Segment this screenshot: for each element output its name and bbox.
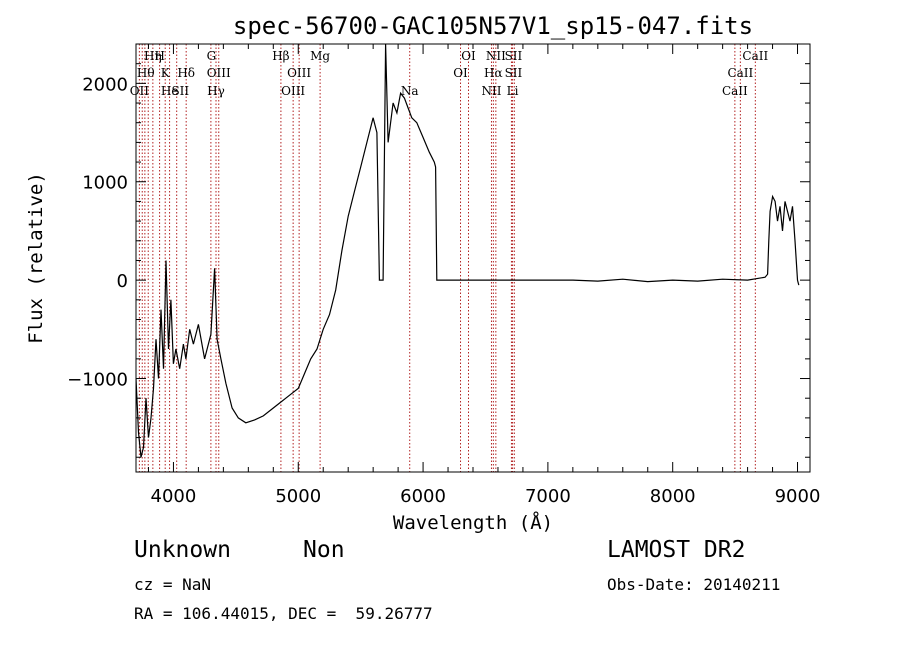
line-label: OIII (281, 84, 305, 98)
line-label: SII (171, 84, 189, 98)
line-label: NII (486, 49, 506, 63)
line-label: OI (453, 66, 468, 80)
line-label: SII (505, 49, 523, 63)
line-label: Na (401, 84, 419, 98)
line-label: Hα (484, 66, 503, 80)
line-label: Hβ (272, 49, 289, 63)
line-label: H (154, 49, 164, 63)
line-label: NII (481, 84, 501, 98)
redshift-readout: cz = NaN (134, 575, 212, 594)
coordinates: RA = 106.44015, DEC = 59.26777 (134, 604, 433, 623)
object-subclass: Non (303, 537, 345, 563)
y-tick-label: 2000 (82, 74, 128, 95)
line-label: CaII (727, 66, 753, 80)
line-label: Li (507, 84, 519, 98)
object-class: Unknown (134, 537, 231, 563)
y-tick-label: 1000 (82, 173, 128, 194)
line-label: OIII (207, 66, 231, 80)
plot-frame (135, 43, 811, 473)
line-label: Mg (310, 49, 330, 63)
x-tick-label: 9000 (775, 486, 821, 507)
y-tick-label: 0 (117, 271, 128, 292)
x-tick-label: 5000 (275, 486, 321, 507)
obs-date: Obs-Date: 20140211 (607, 575, 781, 594)
line-label: G (207, 49, 217, 63)
line-label: OIII (287, 66, 311, 80)
spectrum-series-line (136, 44, 800, 458)
chart-title: spec-56700-GAC105N57V1_sp15-047.fits (233, 12, 753, 40)
y-axis-label: Flux (relative) (25, 172, 47, 344)
x-tick-label: 8000 (650, 486, 696, 507)
survey-name: LAMOST DR2 (607, 537, 746, 563)
line-label: CaII (722, 84, 748, 98)
line-label: He (161, 84, 179, 98)
y-tick-label: −1000 (67, 370, 128, 391)
x-tick-label: 6000 (400, 486, 446, 507)
line-label: CaII (742, 49, 768, 63)
x-tick-label: 4000 (151, 486, 197, 507)
line-label: OI (461, 49, 476, 63)
x-axis-label: Wavelength (Å) (393, 511, 553, 534)
line-label: Hγ (207, 84, 225, 98)
line-label: Hδ (177, 66, 195, 80)
line-label: SII (505, 66, 523, 80)
line-label: OII (130, 84, 150, 98)
line-label: Hθ (137, 66, 155, 80)
line-label: K (161, 66, 171, 80)
x-tick-label: 7000 (525, 486, 571, 507)
line-label: Hη (144, 49, 162, 63)
